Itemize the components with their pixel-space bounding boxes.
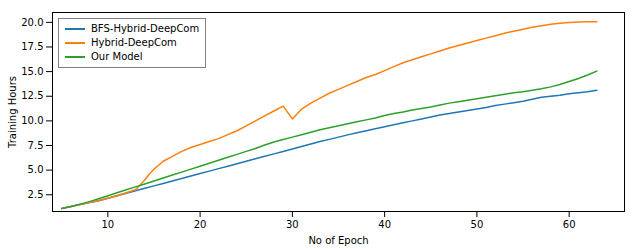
svg-text:12.5: 12.5 — [21, 90, 43, 101]
svg-text:60: 60 — [563, 219, 576, 230]
svg-text:20.0: 20.0 — [21, 17, 43, 28]
svg-text:17.5: 17.5 — [21, 41, 43, 52]
svg-text:2.5: 2.5 — [28, 189, 44, 200]
svg-text:10: 10 — [101, 219, 114, 230]
svg-text:20: 20 — [194, 219, 207, 230]
svg-text:No of Epoch: No of Epoch — [308, 235, 368, 246]
html-text:Our Model: Our Model — [91, 51, 143, 62]
svg-text:Training Hours: Training Hours — [7, 76, 18, 149]
html-text:Hybrid-DeepCom: Hybrid-DeepCom — [91, 37, 177, 48]
html-text:BFS-Hybrid-DeepCom: BFS-Hybrid-DeepCom — [91, 23, 200, 34]
svg-text:30: 30 — [286, 219, 299, 230]
svg-text:15.0: 15.0 — [21, 66, 43, 77]
svg-text:10.0: 10.0 — [21, 115, 43, 126]
svg-text:50: 50 — [471, 219, 484, 230]
svg-text:40: 40 — [378, 219, 391, 230]
svg-text:7.5: 7.5 — [28, 140, 44, 151]
svg-text:5.0: 5.0 — [28, 164, 44, 175]
